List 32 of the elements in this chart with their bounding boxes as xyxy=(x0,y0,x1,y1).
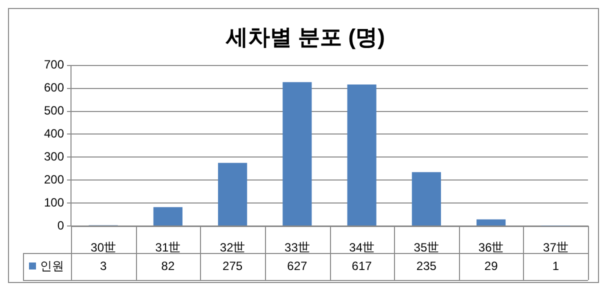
chart-title: 세차별 분포 (명) xyxy=(225,24,385,50)
bar xyxy=(153,207,182,226)
data-label: 617 xyxy=(352,258,372,273)
data-label: 29 xyxy=(484,258,498,273)
x-tick-label: 32世 xyxy=(220,240,246,255)
y-tick-label: 700 xyxy=(44,58,64,72)
y-tick-label: 400 xyxy=(44,126,64,141)
bar xyxy=(347,84,376,226)
x-tick-label: 35世 xyxy=(414,240,440,255)
y-tick-label: 0 xyxy=(57,218,64,232)
y-tick-label: 600 xyxy=(44,80,64,95)
x-tick-label: 31世 xyxy=(155,240,181,255)
bar xyxy=(282,82,312,226)
data-label: 1 xyxy=(552,258,560,273)
bar xyxy=(476,219,506,226)
bar xyxy=(412,172,441,226)
data-label: 627 xyxy=(287,258,308,273)
x-tick-label: 30世 xyxy=(90,240,116,255)
legend-label: 인원 xyxy=(40,258,64,273)
x-tick-label: 36世 xyxy=(478,240,504,255)
x-tick-label: 37世 xyxy=(543,240,568,255)
data-label: 275 xyxy=(222,258,243,273)
y-tick-label: 500 xyxy=(44,104,64,118)
bar xyxy=(218,162,248,226)
y-tick-label: 200 xyxy=(44,172,64,186)
data-label: 3 xyxy=(100,258,107,273)
data-label: 82 xyxy=(161,258,175,273)
y-tick-label: 300 xyxy=(44,149,64,164)
x-tick-label: 33世 xyxy=(284,240,310,255)
data-label: 235 xyxy=(416,258,437,273)
y-tick-label: 100 xyxy=(44,195,64,210)
x-tick-label: 34世 xyxy=(349,240,374,255)
